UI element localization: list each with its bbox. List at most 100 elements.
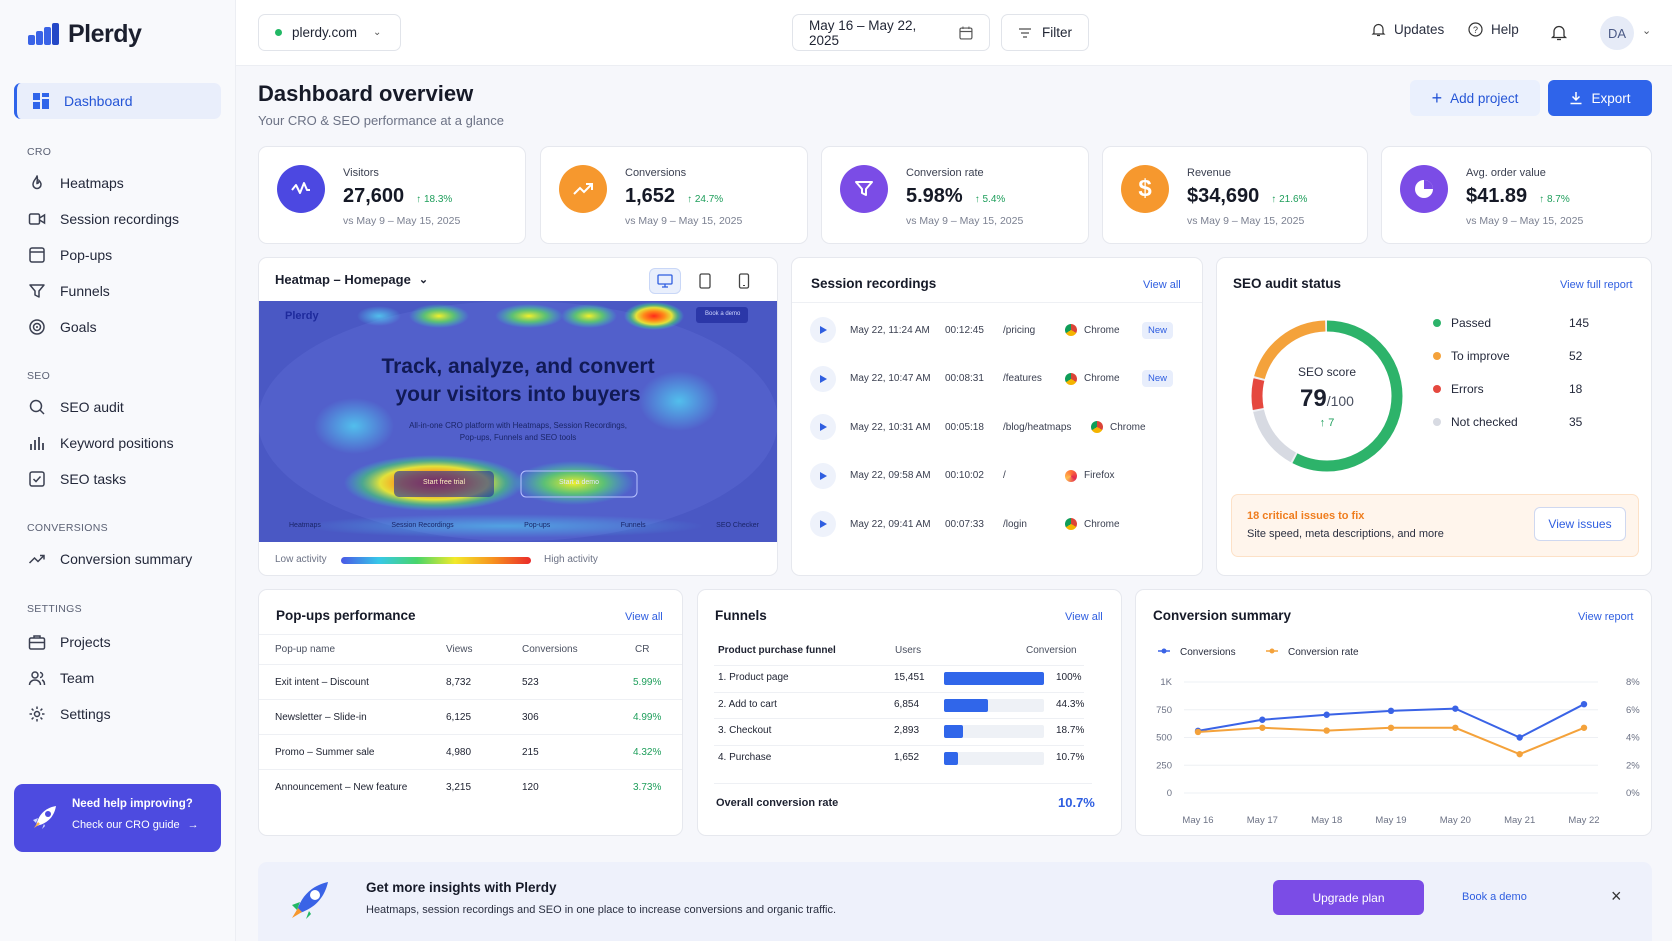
avatar[interactable]: DA xyxy=(1600,16,1634,50)
kpi-compare: vs May 9 – May 15, 2025 xyxy=(1466,215,1584,227)
data-point[interactable] xyxy=(1387,724,1395,731)
data-point[interactable] xyxy=(1516,734,1523,741)
chevron-down-icon[interactable]: ⌄ xyxy=(1642,25,1652,37)
seo-audit-card: SEO audit status View full report SEO sc… xyxy=(1216,257,1652,576)
export-label: Export xyxy=(1591,90,1631,106)
seo-score-delta: ↑ 7 xyxy=(1319,417,1335,429)
sidebar-item-dashboard[interactable]: Dashboard xyxy=(14,83,221,119)
tablet-view-toggle[interactable] xyxy=(689,268,721,294)
sidebar-item-seo-audit[interactable]: SEO audit xyxy=(14,389,221,425)
sidebar-item-session-recordings[interactable]: Session recordings xyxy=(14,201,221,237)
sidebar-item-heatmaps[interactable]: Heatmaps xyxy=(14,165,221,201)
kpi-value: 5.98% ↑ 5.4% xyxy=(906,185,1005,208)
data-point[interactable] xyxy=(1580,701,1588,708)
sidebar-item-team[interactable]: Team xyxy=(14,660,221,696)
popups-view-all-link[interactable]: View all xyxy=(625,611,663,623)
column-header: Conversion xyxy=(1026,645,1077,656)
filter-button[interactable]: Filter xyxy=(1001,14,1089,51)
preview-feature: Pop-ups xyxy=(524,522,551,529)
add-project-button[interactable]: + Add project xyxy=(1410,80,1540,116)
funnel-step-pct: 18.7% xyxy=(1056,725,1085,736)
rocket-icon xyxy=(292,882,328,919)
funnel-step-users: 2,893 xyxy=(894,725,920,736)
heatmap-preview[interactable]: Plerdy Book a demo Track, analyze, and c… xyxy=(259,301,777,542)
recording-row[interactable]: May 22, 10:47 AM 00:08:31/features Chrome N… xyxy=(810,364,1180,394)
help-card[interactable]: Need help improving? Check our CRO guide… xyxy=(14,784,221,852)
book-demo-link[interactable]: Book a demo xyxy=(1462,891,1527,903)
sidebar-item-projects[interactable]: Projects xyxy=(14,624,221,660)
play-icon[interactable] xyxy=(810,511,836,537)
funnels-view-all-link[interactable]: View all xyxy=(1065,611,1103,623)
kpi-delta: ↑ 8.7% xyxy=(1539,194,1570,205)
kpi-label: Visitors xyxy=(343,167,379,179)
kpi-value-text: 27,600 xyxy=(343,185,405,207)
funnel-step-row[interactable]: 3. Checkout 2,893 18.7% xyxy=(714,718,1084,740)
upgrade-plan-button[interactable]: Upgrade plan xyxy=(1273,880,1424,915)
updates-link[interactable]: Updates xyxy=(1371,22,1444,37)
mobile-view-toggle[interactable] xyxy=(728,268,760,294)
kpi-value-text: $41.89 xyxy=(1466,185,1528,207)
sidebar-item-label: Projects xyxy=(60,634,111,650)
recording-row[interactable]: May 22, 11:24 AM 00:12:45/pricing Chrome Ne… xyxy=(810,315,1180,345)
data-point[interactable] xyxy=(1259,716,1266,723)
play-icon[interactable] xyxy=(810,414,836,440)
data-point[interactable] xyxy=(1259,724,1266,731)
table-row[interactable]: Promo – Summer sale 4,980 215 4.32% xyxy=(259,734,682,770)
desktop-view-toggle[interactable] xyxy=(649,268,681,294)
sidebar-item-funnels[interactable]: Funnels xyxy=(14,273,221,309)
funnel-step-row[interactable]: 4. Purchase 1,652 10.7% xyxy=(714,744,1084,767)
data-point[interactable] xyxy=(1516,750,1523,758)
data-point[interactable] xyxy=(1452,724,1459,731)
table-row[interactable]: Announcement – New feature 3,215 120 3.73% xyxy=(259,769,682,805)
seo-score-ring xyxy=(1251,320,1403,472)
sidebar-item-seo-tasks[interactable]: SEO tasks xyxy=(14,461,221,497)
seo-legend-value: 35 xyxy=(1569,415,1583,429)
recording-row[interactable]: May 22, 09:58 AM 00:10:02 / Firefox xyxy=(810,461,1180,491)
data-point[interactable] xyxy=(1323,727,1330,734)
kpi-delta-text: 24.7% xyxy=(694,194,724,205)
preview-cta-demo: Start a demo xyxy=(558,479,600,486)
table-row[interactable]: Newsletter – Slide-in 6,125 306 4.99% xyxy=(259,699,682,735)
filter-label: Filter xyxy=(1042,25,1072,40)
sidebar-item-settings[interactable]: Settings xyxy=(14,696,221,732)
view-issues-button[interactable]: View issues xyxy=(1534,507,1626,541)
topbar: plerdy.com ⌄ May 16 – May 22, 2025 Filte… xyxy=(236,0,1672,66)
data-point[interactable] xyxy=(1580,724,1588,731)
recordings-view-all-link[interactable]: View all xyxy=(1143,279,1181,291)
seo-legend-item: Passed 145 xyxy=(1433,316,1613,330)
heatmap-page-selector[interactable]: Heatmap – Homepage ⌄ xyxy=(275,272,428,287)
x-tick: May 16 xyxy=(1182,815,1213,826)
export-button[interactable]: Export xyxy=(1548,80,1652,116)
data-point[interactable] xyxy=(1194,728,1202,736)
sidebar-item-conversion-summary[interactable]: Conversion summary xyxy=(14,541,221,577)
legend-dot xyxy=(1433,352,1441,360)
notifications-bell-icon[interactable] xyxy=(1550,23,1568,41)
help-card-link[interactable]: Check our CRO guide → xyxy=(72,819,221,831)
funnel-step-row[interactable]: 1. Product page 15,451 100% xyxy=(714,665,1084,687)
sidebar-item-keyword-positions[interactable]: Keyword positions xyxy=(14,425,221,461)
recording-row[interactable]: May 22, 09:41 AM 00:07:33/login Chrome xyxy=(810,509,1180,539)
seo-full-report-link[interactable]: View full report xyxy=(1560,279,1633,291)
play-icon[interactable] xyxy=(810,317,836,343)
date-range-picker[interactable]: May 16 – May 22, 2025 xyxy=(792,14,990,51)
page-subtitle: Your CRO & SEO performance at a glance xyxy=(258,113,504,128)
recording-time: May 22, 10:31 AM xyxy=(850,421,931,433)
data-point[interactable] xyxy=(1387,707,1395,715)
logo[interactable]: Plerdy xyxy=(28,20,142,49)
data-point[interactable] xyxy=(1323,711,1330,718)
help-link[interactable]: ? Help xyxy=(1468,22,1519,37)
plerdy-logo-icon xyxy=(28,22,59,45)
conversion-view-report-link[interactable]: View report xyxy=(1578,611,1634,623)
sidebar-item-popups[interactable]: Pop-ups xyxy=(14,237,221,273)
recording-row[interactable]: May 22, 10:31 AM 00:05:18/blog/heatmaps Ch… xyxy=(810,412,1180,442)
site-selector[interactable]: plerdy.com ⌄ xyxy=(258,14,401,51)
sidebar-item-goals[interactable]: Goals xyxy=(14,309,221,345)
close-icon[interactable]: × xyxy=(1611,886,1622,906)
column-header: Conversions xyxy=(522,644,578,655)
funnel-step-row[interactable]: 2. Add to cart 6,854 44.3% xyxy=(714,691,1084,714)
play-icon[interactable] xyxy=(810,365,836,392)
seo-legend-value: 52 xyxy=(1569,349,1583,363)
data-point[interactable] xyxy=(1452,705,1459,712)
play-icon[interactable] xyxy=(810,462,836,489)
table-row[interactable]: Exit intent – Discount 8,732 523 5.99% xyxy=(259,664,682,700)
